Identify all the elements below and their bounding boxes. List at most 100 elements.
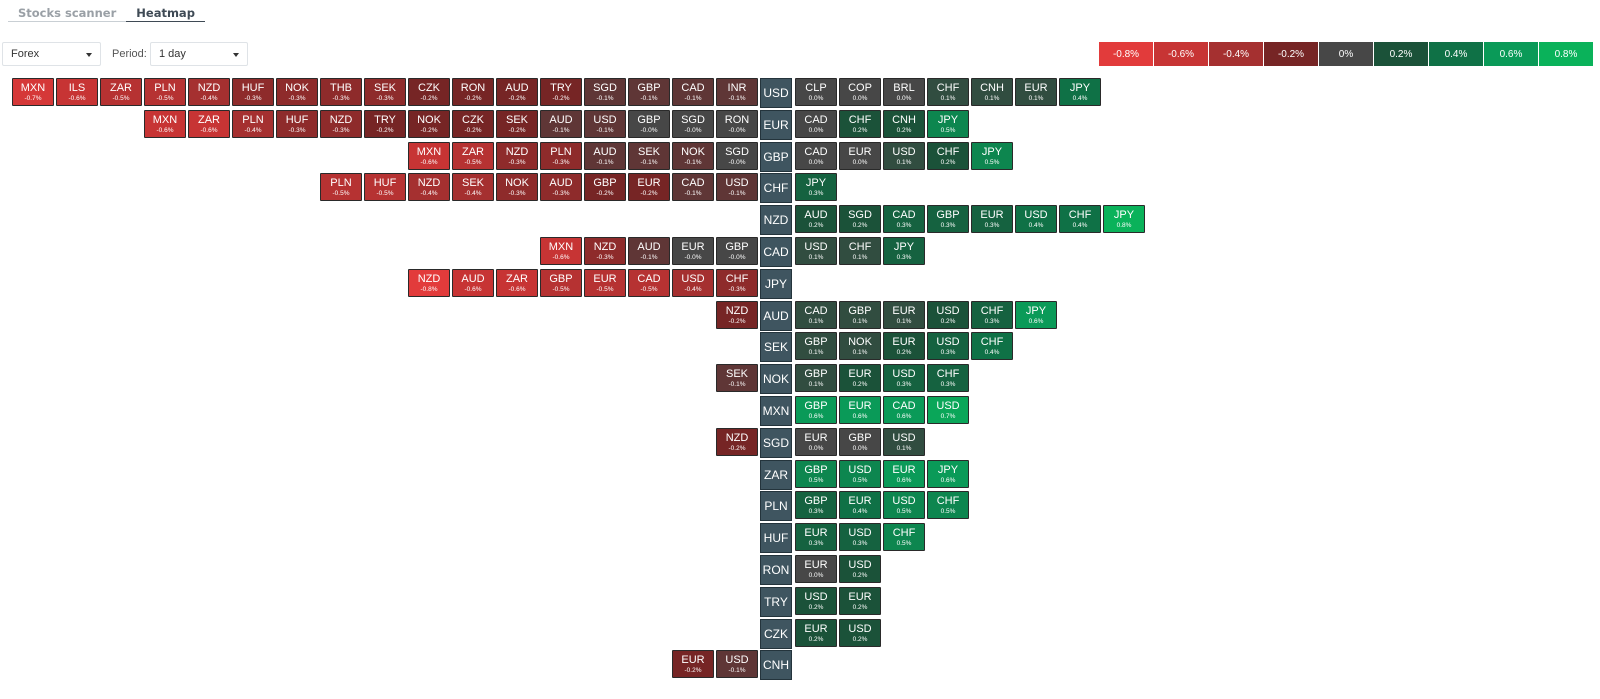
heatmap-cell[interactable]: CAD -0.1% — [672, 173, 714, 201]
heatmap-cell[interactable]: INR -0.1% — [716, 78, 758, 106]
heatmap-cell[interactable]: PLN -0.4% — [232, 110, 274, 138]
heatmap-cell[interactable]: NZD -0.2% — [716, 428, 758, 456]
heatmap-cell[interactable]: USD 0.2% — [839, 619, 881, 647]
heatmap-cell[interactable]: CAD 0.6% — [883, 396, 925, 424]
heatmap-cell[interactable]: GBP -0.2% — [584, 173, 626, 201]
heatmap-cell[interactable]: HUF -0.3% — [232, 78, 274, 106]
base-currency-cnh[interactable]: CNH — [760, 650, 792, 680]
heatmap-cell[interactable]: CHF 0.3% — [971, 301, 1013, 329]
heatmap-cell[interactable]: CNH 0.1% — [971, 78, 1013, 106]
heatmap-cell[interactable]: CHF 0.2% — [839, 110, 881, 138]
base-currency-gbp[interactable]: GBP — [760, 142, 792, 172]
heatmap-cell[interactable]: NZD -0.3% — [320, 110, 362, 138]
heatmap-cell[interactable]: NOK -0.1% — [672, 142, 714, 170]
heatmap-cell[interactable]: EUR 0.6% — [839, 396, 881, 424]
heatmap-cell[interactable]: NZD -0.3% — [496, 142, 538, 170]
heatmap-cell[interactable]: CHF 0.4% — [971, 332, 1013, 360]
heatmap-cell[interactable]: HUF -0.5% — [364, 173, 406, 201]
heatmap-cell[interactable]: NOK 0.1% — [839, 332, 881, 360]
heatmap-cell[interactable]: SGD -0.0% — [672, 110, 714, 138]
heatmap-cell[interactable]: EUR -0.5% — [584, 269, 626, 297]
heatmap-cell[interactable]: CAD 0.0% — [795, 110, 837, 138]
heatmap-cell[interactable]: USD -0.1% — [584, 110, 626, 138]
heatmap-cell[interactable]: ZAR -0.5% — [100, 78, 142, 106]
heatmap-cell[interactable]: GBP 0.0% — [839, 428, 881, 456]
heatmap-cell[interactable]: CHF 0.1% — [927, 78, 969, 106]
heatmap-cell[interactable]: ILS -0.6% — [56, 78, 98, 106]
heatmap-cell[interactable]: JPY 0.3% — [883, 237, 925, 265]
base-currency-jpy[interactable]: JPY — [760, 269, 792, 299]
heatmap-cell[interactable]: CNH 0.2% — [883, 110, 925, 138]
base-currency-nok[interactable]: NOK — [760, 364, 792, 394]
heatmap-cell[interactable]: USD 0.1% — [883, 428, 925, 456]
heatmap-cell[interactable]: GBP 0.3% — [927, 205, 969, 233]
heatmap-cell[interactable]: ZAR -0.5% — [452, 142, 494, 170]
tab-stocks-scanner[interactable]: Stocks scanner — [8, 0, 127, 22]
heatmap-cell[interactable]: GBP 0.1% — [839, 301, 881, 329]
heatmap-cell[interactable]: CAD 0.0% — [795, 142, 837, 170]
heatmap-cell[interactable]: AUD -0.3% — [540, 173, 582, 201]
heatmap-cell[interactable]: EUR 0.2% — [839, 364, 881, 392]
heatmap-cell[interactable]: NZD -0.2% — [716, 301, 758, 329]
heatmap-cell[interactable]: EUR 0.2% — [795, 619, 837, 647]
heatmap-cell[interactable]: SEK -0.1% — [716, 364, 758, 392]
heatmap-cell[interactable]: SGD 0.2% — [839, 205, 881, 233]
heatmap-cell[interactable]: USD 0.5% — [839, 460, 881, 488]
tab-heatmap[interactable]: Heatmap — [126, 0, 205, 22]
heatmap-cell[interactable]: PLN -0.5% — [320, 173, 362, 201]
heatmap-cell[interactable]: USD -0.4% — [672, 269, 714, 297]
heatmap-cell[interactable]: CAD 0.3% — [883, 205, 925, 233]
heatmap-cell[interactable]: TRY -0.2% — [540, 78, 582, 106]
base-currency-mxn[interactable]: MXN — [760, 396, 792, 426]
base-currency-pln[interactable]: PLN — [760, 491, 792, 521]
heatmap-cell[interactable]: EUR 0.2% — [883, 332, 925, 360]
heatmap-cell[interactable]: USD 0.2% — [839, 555, 881, 583]
heatmap-cell[interactable]: NOK -0.2% — [408, 110, 450, 138]
heatmap-cell[interactable]: EUR -0.2% — [628, 173, 670, 201]
heatmap-cell[interactable]: NOK -0.3% — [496, 173, 538, 201]
heatmap-cell[interactable]: JPY 0.3% — [795, 173, 837, 201]
base-currency-aud[interactable]: AUD — [760, 301, 792, 331]
heatmap-cell[interactable]: CHF 0.2% — [927, 142, 969, 170]
heatmap-cell[interactable]: USD 0.7% — [927, 396, 969, 424]
heatmap-cell[interactable]: GBP -0.0% — [716, 237, 758, 265]
heatmap-cell[interactable]: SGD -0.0% — [716, 142, 758, 170]
heatmap-cell[interactable]: CAD -0.5% — [628, 269, 670, 297]
heatmap-cell[interactable]: GBP 0.1% — [795, 364, 837, 392]
base-currency-eur[interactable]: EUR — [760, 110, 792, 140]
heatmap-cell[interactable]: MXN -0.6% — [144, 110, 186, 138]
heatmap-cell[interactable]: COP 0.0% — [839, 78, 881, 106]
heatmap-cell[interactable]: GBP 0.1% — [795, 332, 837, 360]
heatmap-cell[interactable]: JPY 0.5% — [971, 142, 1013, 170]
heatmap-cell[interactable]: GBP 0.6% — [795, 396, 837, 424]
heatmap-cell[interactable]: EUR 0.0% — [795, 555, 837, 583]
heatmap-cell[interactable]: EUR 0.6% — [883, 460, 925, 488]
heatmap-cell[interactable]: BRL 0.0% — [883, 78, 925, 106]
heatmap-cell[interactable]: RON -0.2% — [452, 78, 494, 106]
period-select[interactable]: 1 day — [150, 42, 248, 66]
heatmap-cell[interactable]: EUR 0.2% — [839, 587, 881, 615]
heatmap-cell[interactable]: AUD 0.2% — [795, 205, 837, 233]
heatmap-cell[interactable]: THB -0.3% — [320, 78, 362, 106]
heatmap-cell[interactable]: CAD -0.1% — [672, 78, 714, 106]
heatmap-cell[interactable]: TRY -0.2% — [364, 110, 406, 138]
heatmap-cell[interactable]: SEK -0.3% — [364, 78, 406, 106]
heatmap-cell[interactable]: CHF -0.3% — [716, 269, 758, 297]
heatmap-cell[interactable]: CHF 0.3% — [927, 364, 969, 392]
heatmap-cell[interactable]: USD 0.1% — [883, 142, 925, 170]
heatmap-cell[interactable]: AUD -0.1% — [584, 142, 626, 170]
heatmap-cell[interactable]: MXN -0.6% — [408, 142, 450, 170]
heatmap-cell[interactable]: SEK -0.1% — [628, 142, 670, 170]
heatmap-cell[interactable]: USD 0.3% — [839, 523, 881, 551]
base-currency-try[interactable]: TRY — [760, 587, 792, 617]
heatmap-cell[interactable]: USD 0.4% — [1015, 205, 1057, 233]
heatmap-cell[interactable]: GBP -0.0% — [628, 110, 670, 138]
heatmap-cell[interactable]: JPY 0.6% — [1015, 301, 1057, 329]
heatmap-cell[interactable]: USD 0.1% — [795, 237, 837, 265]
heatmap-cell[interactable]: CAD 0.1% — [795, 301, 837, 329]
heatmap-cell[interactable]: CLP 0.0% — [795, 78, 837, 106]
heatmap-cell[interactable]: AUD -0.6% — [452, 269, 494, 297]
heatmap-cell[interactable]: EUR 0.3% — [795, 523, 837, 551]
heatmap-cell[interactable]: CHF 0.5% — [927, 491, 969, 519]
heatmap-cell[interactable]: EUR 0.4% — [839, 491, 881, 519]
